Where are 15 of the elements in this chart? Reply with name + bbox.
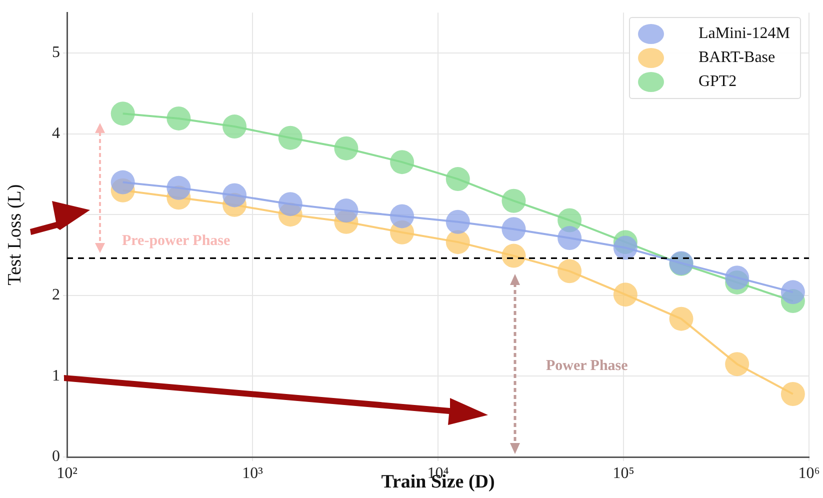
y-tick-label: 4 — [52, 125, 60, 142]
y-tick-label: 0 — [52, 448, 60, 466]
legend-label: GPT2 — [698, 73, 737, 91]
x-tick-label: 10⁶ — [798, 464, 820, 482]
x-tick-label: 10⁵ — [612, 464, 634, 482]
legend-label: LaMini-124M — [698, 25, 790, 43]
y-axis-title: Test Loss (L) — [4, 184, 26, 286]
y-tick-label: 1 — [52, 367, 60, 384]
legend-label: BART-Base — [698, 49, 776, 67]
annotation: Power Phase — [546, 358, 628, 374]
y-tick-label: 2 — [52, 286, 60, 304]
y-tick-label: 5 — [52, 44, 60, 62]
annotation: Pre-power Phase — [122, 232, 231, 249]
x-tick-label: 10² — [56, 464, 78, 482]
x-tick-label: 10³ — [242, 464, 264, 482]
